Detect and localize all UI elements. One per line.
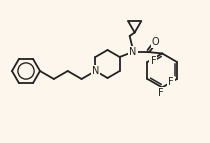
Text: F: F <box>168 77 174 87</box>
Text: O: O <box>152 37 159 47</box>
Text: F: F <box>158 89 164 98</box>
Text: F: F <box>151 56 156 66</box>
Text: N: N <box>92 66 99 76</box>
Text: N: N <box>129 47 136 57</box>
